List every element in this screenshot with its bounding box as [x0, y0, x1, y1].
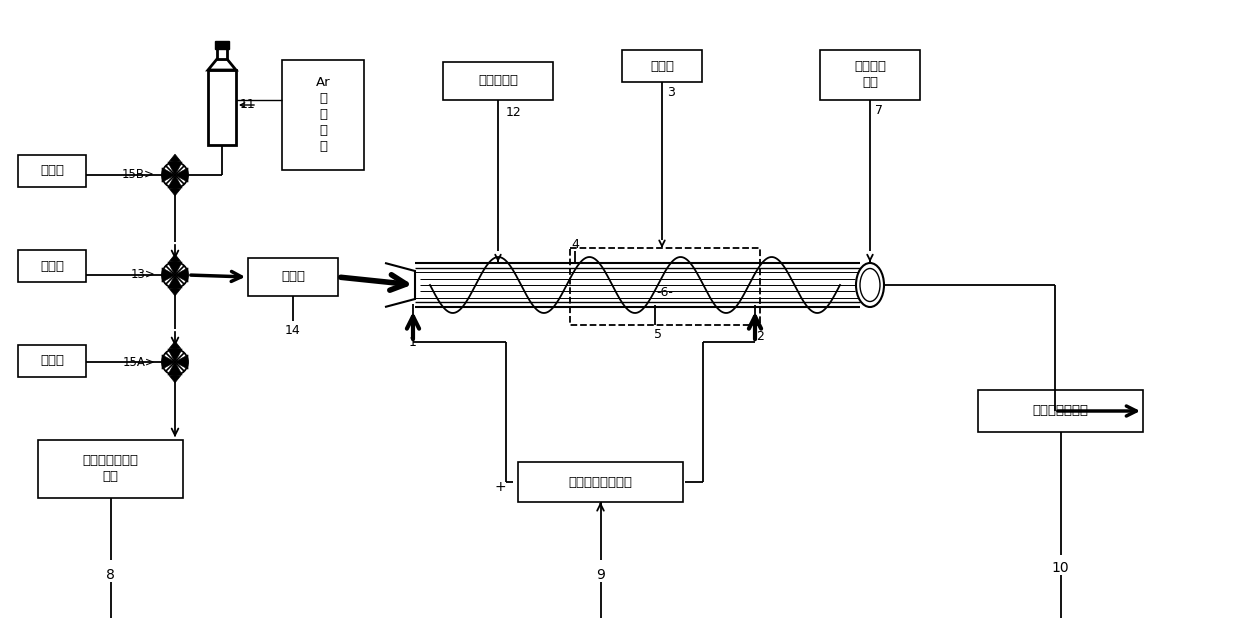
Text: 8: 8	[107, 568, 115, 582]
Ellipse shape	[860, 268, 880, 302]
Text: -6-: -6-	[657, 287, 674, 300]
Bar	[518, 462, 683, 502]
Polygon shape	[167, 275, 182, 288]
Text: 15A>: 15A>	[123, 355, 155, 368]
Polygon shape	[167, 175, 182, 188]
Text: 冷凝器: 冷凝器	[281, 271, 305, 284]
Bar	[570, 248, 760, 325]
Polygon shape	[170, 254, 181, 261]
Text: 12: 12	[506, 106, 522, 119]
Polygon shape	[162, 355, 175, 369]
Polygon shape	[175, 168, 188, 182]
Bar	[19, 250, 85, 282]
Text: 烟气取样预处理
模块: 烟气取样预处理 模块	[83, 454, 139, 483]
Text: 3: 3	[667, 85, 675, 98]
Text: 汞含量检测模块: 汞含量检测模块	[1032, 405, 1089, 418]
Bar	[978, 390, 1144, 432]
Polygon shape	[208, 59, 235, 70]
Text: 电磁感应
线圈: 电磁感应 线圈	[854, 61, 886, 90]
Polygon shape	[162, 268, 175, 282]
Bar	[19, 345, 85, 377]
Text: 汞富集模块: 汞富集模块	[478, 75, 518, 88]
Bar	[248, 258, 338, 296]
Polygon shape	[167, 262, 182, 275]
Bar	[19, 155, 85, 187]
Bar	[282, 60, 364, 170]
Bar	[444, 62, 553, 100]
Text: Ar
气
储
气
瓶: Ar 气 储 气 瓶	[316, 77, 331, 153]
Bar	[216, 41, 229, 49]
Text: 15B>: 15B>	[123, 169, 155, 182]
Text: 电磁阀: 电磁阀	[40, 355, 64, 368]
Text: 富集区: 富集区	[650, 59, 674, 72]
Bar	[217, 47, 227, 59]
Text: 三通阀: 三通阀	[40, 260, 64, 273]
Polygon shape	[162, 168, 175, 182]
Polygon shape	[167, 162, 182, 175]
Text: +: +	[494, 480, 506, 494]
Polygon shape	[170, 376, 181, 383]
Polygon shape	[170, 154, 181, 161]
Polygon shape	[170, 341, 181, 349]
Text: 电磁阀: 电磁阀	[40, 164, 64, 177]
Polygon shape	[170, 188, 181, 196]
Ellipse shape	[856, 263, 883, 307]
Text: 13>: 13>	[130, 268, 155, 282]
Bar	[820, 50, 921, 100]
Text: 7: 7	[875, 103, 883, 117]
Polygon shape	[175, 268, 188, 282]
Text: 9: 9	[596, 568, 605, 582]
Bar	[622, 50, 703, 82]
Text: 电磁感应加热模块: 电磁感应加热模块	[569, 475, 632, 488]
Text: 10: 10	[1052, 561, 1069, 575]
Text: 14: 14	[285, 324, 301, 337]
Polygon shape	[175, 355, 188, 369]
Text: 2: 2	[756, 331, 764, 344]
Bar	[38, 440, 183, 498]
Bar	[208, 70, 235, 145]
Text: 11: 11	[240, 98, 255, 111]
Polygon shape	[167, 362, 182, 375]
Text: 1: 1	[409, 336, 418, 349]
Polygon shape	[170, 289, 181, 296]
Text: 5: 5	[654, 329, 662, 342]
Polygon shape	[167, 349, 182, 362]
Text: 4: 4	[571, 239, 579, 252]
